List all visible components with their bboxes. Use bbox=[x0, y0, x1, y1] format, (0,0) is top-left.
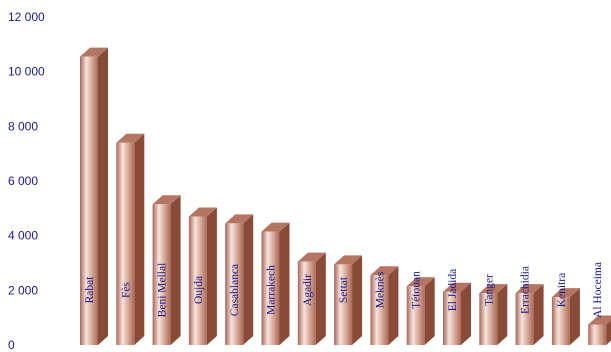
bar-side bbox=[606, 320, 611, 345]
category-label: Rabat bbox=[84, 276, 96, 304]
bar: Al Hoceima bbox=[588, 262, 611, 345]
bar-top bbox=[297, 252, 326, 262]
y-tick-label: 6 000 bbox=[8, 174, 38, 188]
bar-front bbox=[225, 223, 244, 345]
bar-top bbox=[551, 288, 580, 298]
bar-side bbox=[98, 47, 108, 346]
category-label: Tétouan bbox=[411, 271, 423, 309]
bar: Kenitra bbox=[551, 273, 580, 345]
bar-front bbox=[297, 261, 316, 345]
bar-front bbox=[515, 293, 534, 345]
bar-front bbox=[479, 293, 498, 345]
category-label: Meknès bbox=[374, 271, 386, 308]
bar-side bbox=[315, 252, 326, 345]
bar-front bbox=[588, 324, 607, 345]
bar-side bbox=[352, 255, 363, 345]
bars: Rabat Fès Beni Mellal Oujda Casablanca Marrak… bbox=[80, 47, 611, 346]
bar-front bbox=[80, 56, 98, 346]
bar-front bbox=[188, 216, 207, 345]
bar-side bbox=[497, 284, 508, 345]
bar-side bbox=[206, 207, 217, 345]
bar-side bbox=[533, 284, 544, 345]
category-label: Tanger bbox=[483, 274, 495, 306]
category-label: Beni Mellal bbox=[157, 263, 169, 318]
bar-side bbox=[243, 214, 254, 345]
bar-side bbox=[170, 195, 181, 345]
bar: Fès bbox=[116, 133, 145, 345]
category-label: Fès bbox=[120, 281, 132, 298]
bar-top bbox=[225, 214, 254, 224]
y-tick-label: 12 000 bbox=[8, 10, 45, 24]
bar: Beni Mellal bbox=[152, 195, 181, 345]
bar-side bbox=[279, 222, 290, 345]
category-label: Agadir bbox=[302, 274, 314, 306]
bar-top bbox=[116, 133, 145, 143]
category-label: Errachidia bbox=[520, 266, 532, 314]
bar-front bbox=[443, 291, 461, 345]
y-tick-label: 0 bbox=[8, 338, 15, 352]
bar: Oujda bbox=[188, 207, 217, 345]
bar-side bbox=[424, 277, 435, 345]
y-axis: 0 2 000 4 000 6 000 8 000 10 000 12 000 bbox=[8, 10, 45, 352]
bar-side bbox=[388, 266, 399, 345]
bar: Tétouan bbox=[406, 271, 435, 345]
y-tick-label: 4 000 bbox=[8, 229, 38, 243]
bar-front bbox=[152, 204, 171, 345]
bar: El Jadida bbox=[443, 269, 471, 345]
bar: Agadir bbox=[297, 252, 326, 345]
category-label: Settat bbox=[338, 276, 350, 303]
bar: Settat bbox=[334, 255, 363, 345]
bar-front bbox=[116, 142, 135, 345]
category-label: Marrakech bbox=[266, 265, 278, 315]
bar-front bbox=[370, 275, 389, 345]
bar-side bbox=[134, 133, 145, 345]
bar-front bbox=[406, 286, 425, 345]
bar-top bbox=[479, 284, 508, 294]
bar-top bbox=[406, 277, 435, 287]
bar: Casablanca bbox=[225, 214, 254, 345]
y-tick-label: 2 000 bbox=[8, 283, 38, 297]
bar-top bbox=[80, 47, 108, 57]
bar: Errachidia bbox=[515, 266, 544, 345]
category-label: Al Hoceima bbox=[592, 262, 604, 318]
bar-top bbox=[334, 255, 363, 265]
bar-front bbox=[261, 231, 280, 345]
category-label: Oujda bbox=[193, 276, 205, 304]
bar-top bbox=[261, 222, 290, 232]
bar: Marrakech bbox=[261, 222, 290, 345]
bar-side bbox=[461, 282, 471, 345]
category-label: Kenitra bbox=[556, 273, 568, 307]
bar-top bbox=[443, 282, 471, 292]
bar-top bbox=[152, 195, 181, 205]
category-label: El Jadida bbox=[447, 269, 459, 311]
bar-side bbox=[569, 288, 580, 345]
bar-top bbox=[588, 315, 611, 325]
bar-front bbox=[551, 297, 570, 345]
bar-front bbox=[334, 264, 353, 345]
bar: Rabat bbox=[80, 47, 108, 346]
bar: Tanger bbox=[479, 274, 508, 345]
bar-top bbox=[370, 266, 399, 276]
bar-top bbox=[188, 207, 217, 217]
bar-top bbox=[515, 284, 544, 294]
bar: Meknès bbox=[370, 266, 399, 345]
category-label: Casablanca bbox=[229, 264, 241, 316]
y-tick-label: 8 000 bbox=[8, 119, 38, 133]
y-tick-label: 10 000 bbox=[8, 65, 45, 79]
